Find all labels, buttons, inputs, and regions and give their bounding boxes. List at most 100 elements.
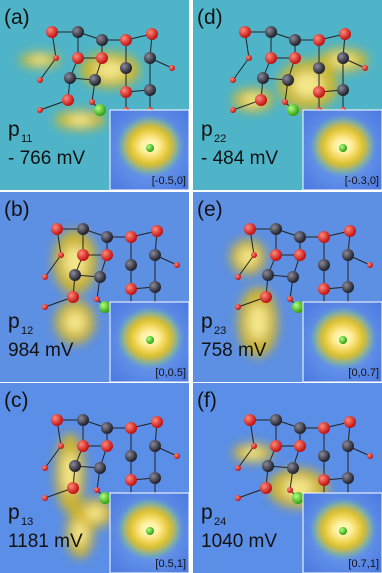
atom bbox=[318, 450, 330, 462]
atom bbox=[287, 296, 293, 302]
atom bbox=[287, 462, 299, 474]
inset-atom bbox=[339, 336, 347, 344]
orbital-index: 23 bbox=[214, 325, 226, 337]
atom bbox=[230, 77, 236, 83]
panel-label: (f) bbox=[197, 389, 217, 412]
atom bbox=[313, 62, 325, 74]
atom bbox=[144, 84, 156, 96]
atom bbox=[287, 271, 299, 283]
atom bbox=[42, 304, 48, 310]
atom bbox=[282, 74, 294, 86]
atom bbox=[42, 274, 48, 280]
atom bbox=[289, 34, 301, 46]
atom bbox=[58, 443, 64, 449]
atom bbox=[313, 34, 325, 46]
atom bbox=[337, 52, 349, 64]
density-core bbox=[243, 448, 263, 458]
inset: [0,0.7] bbox=[302, 301, 382, 383]
atom bbox=[94, 487, 100, 493]
atom bbox=[42, 465, 48, 471]
atom bbox=[235, 274, 241, 280]
atom bbox=[120, 86, 132, 98]
k-point: [-0.5,0] bbox=[152, 175, 186, 187]
atom bbox=[89, 74, 101, 86]
atom bbox=[77, 249, 89, 261]
orbital: p bbox=[8, 501, 20, 524]
energy: 984 mV bbox=[8, 340, 74, 361]
orbital-index: 13 bbox=[21, 516, 33, 528]
atom bbox=[77, 440, 89, 452]
atom bbox=[99, 301, 111, 313]
atom bbox=[260, 482, 272, 494]
orbital: p bbox=[8, 118, 20, 141]
atom bbox=[125, 450, 137, 462]
inset-atom bbox=[339, 527, 347, 535]
density-core bbox=[30, 56, 50, 64]
bond bbox=[44, 254, 62, 278]
atom bbox=[94, 271, 106, 283]
atom bbox=[342, 472, 354, 484]
atom bbox=[101, 231, 113, 243]
inset-atom bbox=[146, 336, 154, 344]
inset: [0,0.5] bbox=[109, 301, 190, 383]
atom bbox=[94, 104, 106, 116]
k-point: [0,0.7] bbox=[348, 367, 379, 379]
atom bbox=[125, 422, 137, 434]
atom bbox=[294, 422, 306, 434]
atom bbox=[239, 26, 251, 38]
atom bbox=[53, 55, 59, 61]
inset: [-0.3,0] bbox=[302, 109, 382, 191]
panel-label: (b) bbox=[4, 198, 30, 221]
density-core bbox=[65, 311, 85, 333]
k-point: [-0.3,0] bbox=[345, 175, 379, 187]
atom bbox=[125, 231, 137, 243]
atom bbox=[294, 231, 306, 243]
density-core bbox=[86, 505, 104, 521]
atom bbox=[287, 104, 299, 116]
atom bbox=[37, 77, 43, 83]
orbital: p bbox=[8, 310, 20, 333]
atom bbox=[292, 492, 304, 504]
molecule bbox=[235, 223, 373, 313]
panel-label: (c) bbox=[4, 389, 29, 412]
energy: 758 mV bbox=[201, 340, 267, 361]
atom bbox=[99, 492, 111, 504]
bond bbox=[237, 254, 255, 278]
energy: 1040 mV bbox=[201, 531, 277, 552]
atom bbox=[270, 440, 282, 452]
atom bbox=[287, 487, 293, 493]
panel: [0,0.5] (b) p 12 984 mV bbox=[0, 192, 190, 383]
energy: - 484 mV bbox=[201, 148, 278, 169]
molecule bbox=[235, 414, 373, 504]
atom bbox=[96, 52, 108, 64]
atom bbox=[64, 72, 76, 84]
atom bbox=[149, 249, 161, 261]
atom bbox=[318, 422, 330, 434]
panel: [0,0.7] (e) p 23 758 mV bbox=[193, 192, 382, 383]
inset: [0.5,1] bbox=[109, 492, 190, 573]
panel: [0.7,1] (f) p 24 1040 mV bbox=[193, 383, 382, 573]
orbital: p bbox=[201, 501, 213, 524]
atom bbox=[255, 94, 267, 106]
atom bbox=[101, 249, 113, 261]
atom bbox=[120, 62, 132, 74]
atom bbox=[72, 52, 84, 64]
k-point: [0,0.5] bbox=[155, 367, 186, 379]
atom bbox=[174, 453, 180, 459]
atom bbox=[149, 440, 161, 452]
atom bbox=[144, 52, 156, 64]
atom bbox=[318, 283, 330, 295]
density-map bbox=[230, 239, 278, 357]
atom bbox=[51, 223, 63, 235]
bond bbox=[232, 57, 250, 81]
atom bbox=[94, 296, 100, 302]
atom bbox=[342, 249, 354, 261]
energy: - 766 mV bbox=[8, 148, 85, 169]
orbital-index: 24 bbox=[214, 516, 226, 528]
atom bbox=[294, 249, 306, 261]
atom bbox=[89, 99, 95, 105]
molecule bbox=[42, 223, 180, 313]
inset-atom bbox=[146, 144, 154, 152]
atom bbox=[151, 225, 163, 237]
